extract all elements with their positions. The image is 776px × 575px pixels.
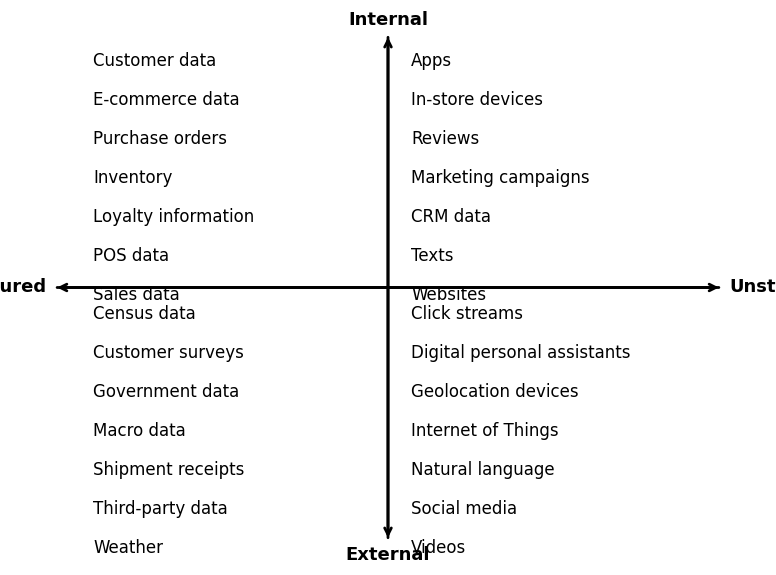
Text: Third-party data: Third-party data (93, 500, 228, 518)
Text: Customer data: Customer data (93, 52, 217, 70)
Text: Click streams: Click streams (411, 305, 523, 323)
Text: Structured: Structured (0, 278, 47, 297)
Text: Sales data: Sales data (93, 286, 180, 304)
Text: External: External (346, 546, 430, 564)
Text: Unstructured: Unstructured (729, 278, 776, 297)
Text: Internet of Things: Internet of Things (411, 422, 559, 440)
Text: Natural language: Natural language (411, 461, 555, 479)
Text: Social media: Social media (411, 500, 518, 518)
Text: Inventory: Inventory (93, 169, 172, 187)
Text: Shipment receipts: Shipment receipts (93, 461, 244, 479)
Text: Marketing campaigns: Marketing campaigns (411, 169, 590, 187)
Text: Geolocation devices: Geolocation devices (411, 383, 579, 401)
Text: Loyalty information: Loyalty information (93, 208, 255, 226)
Text: CRM data: CRM data (411, 208, 491, 226)
Text: E-commerce data: E-commerce data (93, 91, 240, 109)
Text: Weather: Weather (93, 539, 163, 557)
Text: Texts: Texts (411, 247, 454, 265)
Text: In-store devices: In-store devices (411, 91, 543, 109)
Text: Apps: Apps (411, 52, 452, 70)
Text: Government data: Government data (93, 383, 239, 401)
Text: Digital personal assistants: Digital personal assistants (411, 344, 631, 362)
Text: Internal: Internal (348, 11, 428, 29)
Text: Reviews: Reviews (411, 130, 480, 148)
Text: POS data: POS data (93, 247, 169, 265)
Text: Purchase orders: Purchase orders (93, 130, 227, 148)
Text: Videos: Videos (411, 539, 466, 557)
Text: Websites: Websites (411, 286, 487, 304)
Text: Census data: Census data (93, 305, 196, 323)
Text: Macro data: Macro data (93, 422, 186, 440)
Text: Customer surveys: Customer surveys (93, 344, 244, 362)
